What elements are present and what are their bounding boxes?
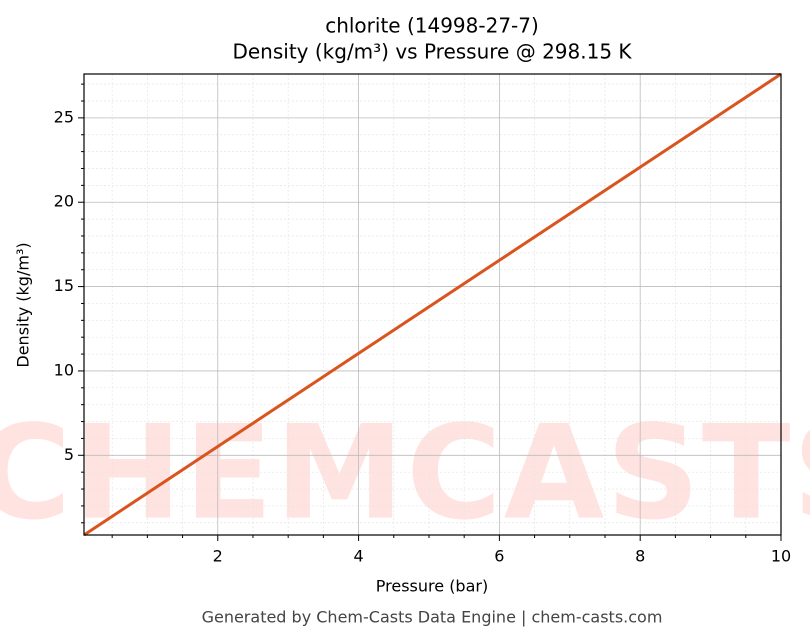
x-tick-label: 6 [494,547,504,566]
y-tick-label: 10 [54,360,74,379]
y-tick-label: 25 [54,107,74,126]
x-tick-label: 10 [771,547,791,566]
x-tick-label: 8 [635,547,645,566]
watermark: CHEMCASTS [0,397,810,549]
y-tick-label: 20 [54,192,74,211]
x-tick-label: 4 [353,547,363,566]
data-line [83,72,782,537]
chart-subtitle: Density (kg/m³) vs Pressure @ 298.15 K [232,40,632,64]
plot-frame [83,73,782,536]
y-tick-label: 15 [54,276,74,295]
y-axis-label: Density (kg/m³) [14,242,33,367]
x-tick-label: 2 [213,547,223,566]
footer: Generated by Chem-Casts Data Engine | ch… [202,608,663,627]
x-axis-label: Pressure (bar) [376,577,488,596]
y-tick-label: 5 [64,445,74,464]
chart-title: chlorite (14998-27-7) [325,14,539,38]
